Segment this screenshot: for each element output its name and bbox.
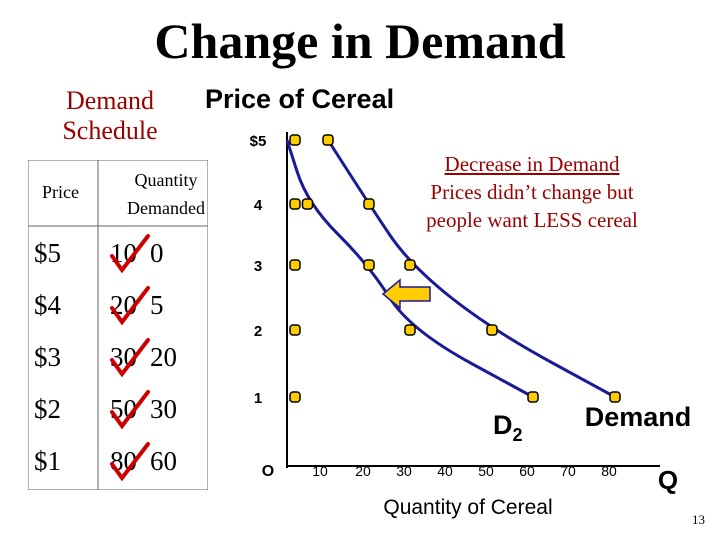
- x-axis-end-label: Q: [658, 465, 678, 495]
- graph-title: Price of Cereal: [205, 84, 395, 114]
- shift-left-arrow-icon: [381, 278, 431, 310]
- d2-series-label: D2: [493, 410, 523, 445]
- data-point: [486, 324, 498, 336]
- x-tick-label: 70: [560, 463, 576, 479]
- data-point: [289, 198, 301, 210]
- y-tick-label: 4: [254, 197, 263, 214]
- demand-series-label: Demand: [585, 402, 692, 432]
- data-point: [404, 324, 416, 336]
- strikeout-check-icon: [110, 286, 150, 326]
- chart-axes: [286, 132, 660, 468]
- data-point: [404, 259, 416, 271]
- strikeout-check-icon: [110, 338, 150, 378]
- schedule-heading-line2: Schedule: [62, 116, 158, 145]
- data-point: [289, 324, 301, 336]
- data-point: [609, 391, 621, 403]
- header-quantity: Quantity Demanded: [116, 166, 216, 222]
- slide-title: Change in Demand: [154, 13, 566, 69]
- strikeout-check-icon: [110, 390, 150, 430]
- d2-curve: [285, 139, 534, 399]
- x-tick-label: 20: [355, 463, 371, 479]
- x-tick-label: 50: [478, 463, 494, 479]
- chart-labels: O Q Quantity of Cereal Demand D2: [262, 402, 691, 519]
- y-tick-label: $5: [250, 133, 267, 150]
- data-point: [289, 134, 301, 146]
- schedule-heading-line1: Demand: [65, 86, 155, 115]
- x-tick-label: 10: [312, 463, 328, 479]
- row-new-quantity: 60: [150, 446, 177, 476]
- x-tick-label: 30: [396, 463, 412, 479]
- origin-label: O: [262, 463, 274, 480]
- schedule-row: $1 80 60: [28, 434, 208, 490]
- strikeout-check-icon: [110, 442, 150, 482]
- row-price: $5: [34, 238, 61, 268]
- schedule-table-header: Price Quantity Demanded: [28, 162, 213, 226]
- schedule-row: $4 20 5: [28, 278, 208, 334]
- strikeout-check-icon: [110, 234, 150, 274]
- x-tick-label: 40: [437, 463, 453, 479]
- row-price: $1: [34, 446, 61, 476]
- data-point: [363, 198, 375, 210]
- page-number: 13: [692, 512, 705, 527]
- row-price: $4: [34, 290, 61, 320]
- header-quantity-line2: Demanded: [127, 198, 205, 218]
- x-axis-label: Quantity of Cereal: [383, 496, 552, 519]
- row-new-quantity: 5: [150, 290, 164, 320]
- row-new-quantity: 20: [150, 342, 177, 372]
- x-tick-label: 80: [601, 463, 617, 479]
- data-point: [527, 391, 539, 403]
- annotation-line3: people want LESS cereal: [426, 208, 638, 232]
- annotation-line2: Prices didn’t change but: [430, 180, 634, 204]
- row-price: $2: [34, 394, 61, 424]
- y-tick-label: 2: [254, 323, 262, 340]
- data-point: [322, 134, 334, 146]
- header-price: Price: [42, 182, 79, 202]
- decrease-in-demand-annotation: Decrease in Demand Prices didn’t change …: [392, 150, 672, 234]
- chart-ticks: $5 4 3 2 1 10 20 30 40 50 60 70 80: [250, 133, 617, 479]
- chart-points: [289, 134, 621, 403]
- data-point: [289, 259, 301, 271]
- data-point: [363, 259, 375, 271]
- y-tick-label: 1: [254, 390, 262, 407]
- schedule-row: $3 30 20: [28, 330, 208, 386]
- header-quantity-line1: Quantity: [134, 170, 198, 190]
- data-point: [301, 198, 314, 210]
- y-tick-label: 3: [254, 258, 262, 275]
- row-price: $3: [34, 342, 61, 372]
- data-point: [289, 391, 301, 403]
- row-new-quantity: 30: [150, 394, 177, 424]
- schedule-row: $5 10 0: [28, 226, 208, 282]
- schedule-row: $2 50 30: [28, 382, 208, 438]
- row-new-quantity: 0: [150, 238, 164, 268]
- x-tick-label: 60: [519, 463, 535, 479]
- annotation-line1: Decrease in Demand: [444, 152, 620, 176]
- schedule-table-grid: [28, 160, 208, 490]
- schedule-heading: Demand Schedule: [30, 86, 190, 146]
